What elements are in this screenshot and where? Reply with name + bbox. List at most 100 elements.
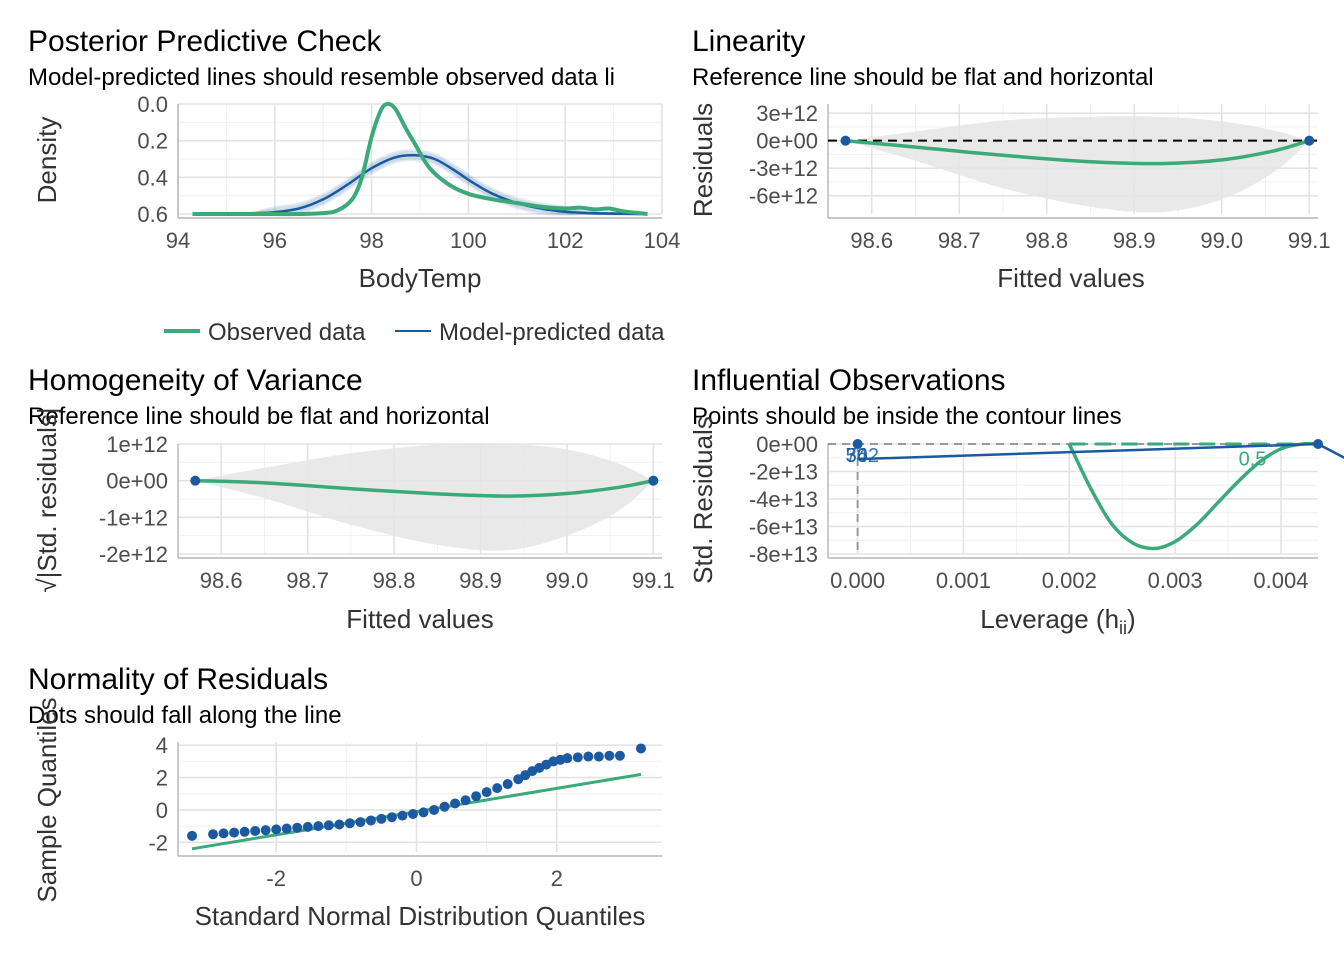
- y-tick-label: -8e+13: [749, 542, 818, 567]
- qq-point: [562, 753, 573, 764]
- residual-point: [648, 475, 659, 486]
- residual-point: [1304, 135, 1315, 146]
- panel-linearity: Linearity Reference line should be flat …: [688, 25, 1331, 293]
- y-tick-label: -2: [148, 830, 168, 855]
- legend-label-model-predicted: Model-predicted data: [439, 319, 665, 346]
- x-tick-label: 98.9: [459, 568, 502, 593]
- residual-point: [840, 135, 851, 146]
- observation-point: [852, 439, 863, 449]
- qq-point: [271, 824, 282, 835]
- y-axis-label: Sample Quantiles: [32, 697, 62, 902]
- qq-point: [313, 821, 324, 832]
- y-tick-label: 0e+00: [756, 432, 818, 457]
- y-tick-label: 0.0: [137, 92, 168, 117]
- x-tick-label: 0.000: [830, 568, 885, 593]
- panel-subtitle: Reference line should be flat and horizo…: [692, 64, 1154, 91]
- qq-point: [260, 825, 271, 836]
- y-tick-label: -2e+13: [749, 460, 818, 485]
- observed-data-line: [192, 101, 648, 217]
- y-tick-label: 0: [156, 798, 168, 823]
- panel-influential-observations: Influential Observations Points should b…: [688, 364, 1344, 638]
- y-tick-label: -2e+12: [99, 542, 168, 567]
- qq-point: [386, 812, 397, 823]
- point-label: 362: [846, 445, 879, 467]
- residual-point: [190, 475, 201, 486]
- panel-subtitle: Dots should fall along the line: [28, 702, 342, 729]
- observation-point: [1313, 439, 1323, 449]
- x-tick-label: 98.8: [1025, 228, 1068, 253]
- x-axis-label-main: Leverage (h: [980, 604, 1119, 634]
- qq-point: [334, 819, 345, 830]
- y-axis-label: Std. Residuals: [688, 416, 718, 584]
- x-tick-label: 0.003: [1148, 568, 1203, 593]
- x-axis-label-subscript: ii: [1119, 618, 1127, 638]
- qq-point: [218, 828, 229, 839]
- qq-point: [583, 751, 594, 762]
- panel-title: Homogeneity of Variance: [28, 364, 363, 397]
- qq-point: [281, 823, 292, 834]
- qq-point: [572, 752, 583, 763]
- panel-homogeneity-of-variance: Homogeneity of Variance Reference line s…: [28, 364, 675, 634]
- y-tick-label: 2: [156, 766, 168, 791]
- y-tick-label: 0e+00: [756, 129, 818, 154]
- confidence-band: [195, 443, 654, 551]
- x-tick-label: 100: [450, 228, 487, 253]
- x-tick-label: 99.0: [546, 568, 589, 593]
- qq-point: [460, 795, 471, 806]
- panel-title: Normality of Residuals: [28, 663, 328, 696]
- x-tick-label: 96: [263, 228, 287, 253]
- y-tick-label: -4e+13: [749, 487, 818, 512]
- qq-point: [418, 807, 429, 818]
- qq-point: [302, 821, 313, 832]
- qq-point: [187, 830, 198, 841]
- x-tick-label: 98.7: [286, 568, 329, 593]
- y-tick-label: 0e+00: [106, 469, 168, 494]
- x-axis-label: Standard Normal Distribution Quantiles: [195, 901, 646, 931]
- x-tick-label: 102: [547, 228, 584, 253]
- x-tick-label: 98.8: [373, 568, 416, 593]
- qq-point: [635, 743, 646, 754]
- panel-title: Posterior Predictive Check: [28, 25, 382, 58]
- cooks-distance-curve: [1067, 441, 1319, 551]
- qq-point: [439, 801, 450, 812]
- x-tick-label: 0.004: [1253, 568, 1308, 593]
- x-tick-label: 0: [410, 866, 422, 891]
- x-tick-label: 0.001: [936, 568, 991, 593]
- qq-point: [397, 810, 408, 821]
- panel-subtitle: Reference line should be flat and horizo…: [28, 403, 490, 430]
- qq-point: [323, 820, 334, 831]
- point-label: 54: [846, 445, 868, 467]
- qq-point: [407, 808, 418, 819]
- x-tick-label: 98.6: [850, 228, 893, 253]
- point-label: 70: [846, 445, 868, 467]
- qq-point: [481, 787, 492, 798]
- y-axis-label: √|Std. residuals|: [32, 407, 62, 592]
- y-tick-label: 1e+12: [106, 432, 168, 457]
- x-tick-label: 98: [359, 228, 383, 253]
- smooth-line: [195, 478, 654, 498]
- qq-point: [355, 817, 366, 828]
- qq-point: [250, 825, 261, 836]
- x-axis-label: BodyTemp: [359, 263, 482, 293]
- x-tick-label: 0.002: [1042, 568, 1097, 593]
- y-tick-label: 4: [156, 733, 168, 758]
- y-tick-label: 0.4: [137, 165, 168, 190]
- qq-point: [450, 798, 461, 809]
- qq-point: [593, 751, 604, 762]
- panel-title: Linearity: [692, 25, 805, 58]
- qq-point: [614, 750, 625, 761]
- x-tick-label: 99.1: [632, 568, 675, 593]
- x-tick-label: 2: [551, 866, 563, 891]
- x-axis-label: Fitted values: [997, 263, 1144, 293]
- panel-normality-of-residuals: Normality of Residuals Dots should fall …: [28, 663, 662, 931]
- y-tick-label: 3e+12: [756, 101, 818, 126]
- x-tick-label: 99.0: [1200, 228, 1243, 253]
- qq-point: [502, 779, 513, 790]
- x-tick-label: 104: [644, 228, 681, 253]
- x-axis-label: Fitted values: [346, 604, 493, 634]
- qq-point: [229, 827, 240, 838]
- y-tick-label: -1e+12: [99, 505, 168, 530]
- qq-point: [208, 829, 219, 840]
- x-tick-label: 99.1: [1288, 228, 1331, 253]
